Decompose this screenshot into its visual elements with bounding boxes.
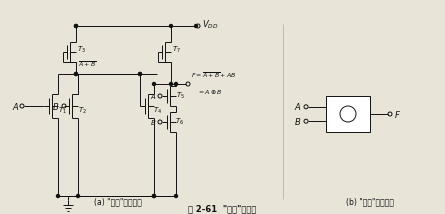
Circle shape: [138, 73, 142, 76]
Text: $T_4$: $T_4$: [154, 106, 162, 116]
Text: $T_3$: $T_3$: [77, 45, 85, 55]
Text: $T_6$: $T_6$: [175, 117, 185, 127]
Text: $\overline{A+B}$: $\overline{A+B}$: [78, 60, 97, 69]
Circle shape: [138, 73, 142, 76]
Text: $B$: $B$: [150, 117, 156, 126]
Circle shape: [170, 83, 173, 86]
Text: (a) "异或"门电路图: (a) "异或"门电路图: [94, 197, 142, 206]
Circle shape: [74, 73, 77, 76]
Circle shape: [174, 195, 178, 198]
Text: $F=\overline{A+B}+AB$: $F=\overline{A+B}+AB$: [191, 70, 236, 80]
Circle shape: [153, 195, 155, 198]
Circle shape: [194, 24, 198, 28]
Text: $T_1$: $T_1$: [57, 106, 66, 116]
Bar: [326, 96, 370, 132]
Circle shape: [57, 195, 60, 198]
Circle shape: [74, 73, 77, 76]
Text: $B$: $B$: [295, 116, 302, 127]
Text: 图 2-61  "异或"门电路: 图 2-61 "异或"门电路: [188, 204, 256, 213]
Circle shape: [174, 83, 178, 86]
Circle shape: [77, 195, 80, 198]
Text: $A$: $A$: [12, 101, 20, 111]
Circle shape: [74, 24, 77, 28]
Text: $B$: $B$: [53, 101, 60, 111]
Circle shape: [74, 24, 77, 28]
Text: $A$: $A$: [150, 92, 156, 101]
Text: $T_7$: $T_7$: [172, 45, 181, 55]
Text: $T_5$: $T_5$: [175, 91, 185, 101]
Text: $=A\oplus B$: $=A\oplus B$: [197, 88, 222, 96]
Text: $T_2$: $T_2$: [77, 106, 86, 116]
Text: $V_{DD}$: $V_{DD}$: [202, 19, 218, 31]
Text: $F$: $F$: [393, 108, 400, 119]
Circle shape: [170, 24, 173, 28]
Text: $A$: $A$: [294, 101, 302, 112]
Circle shape: [153, 83, 155, 86]
Circle shape: [153, 195, 155, 198]
Text: (b) "异或"门逻辑图: (b) "异或"门逻辑图: [346, 197, 394, 206]
